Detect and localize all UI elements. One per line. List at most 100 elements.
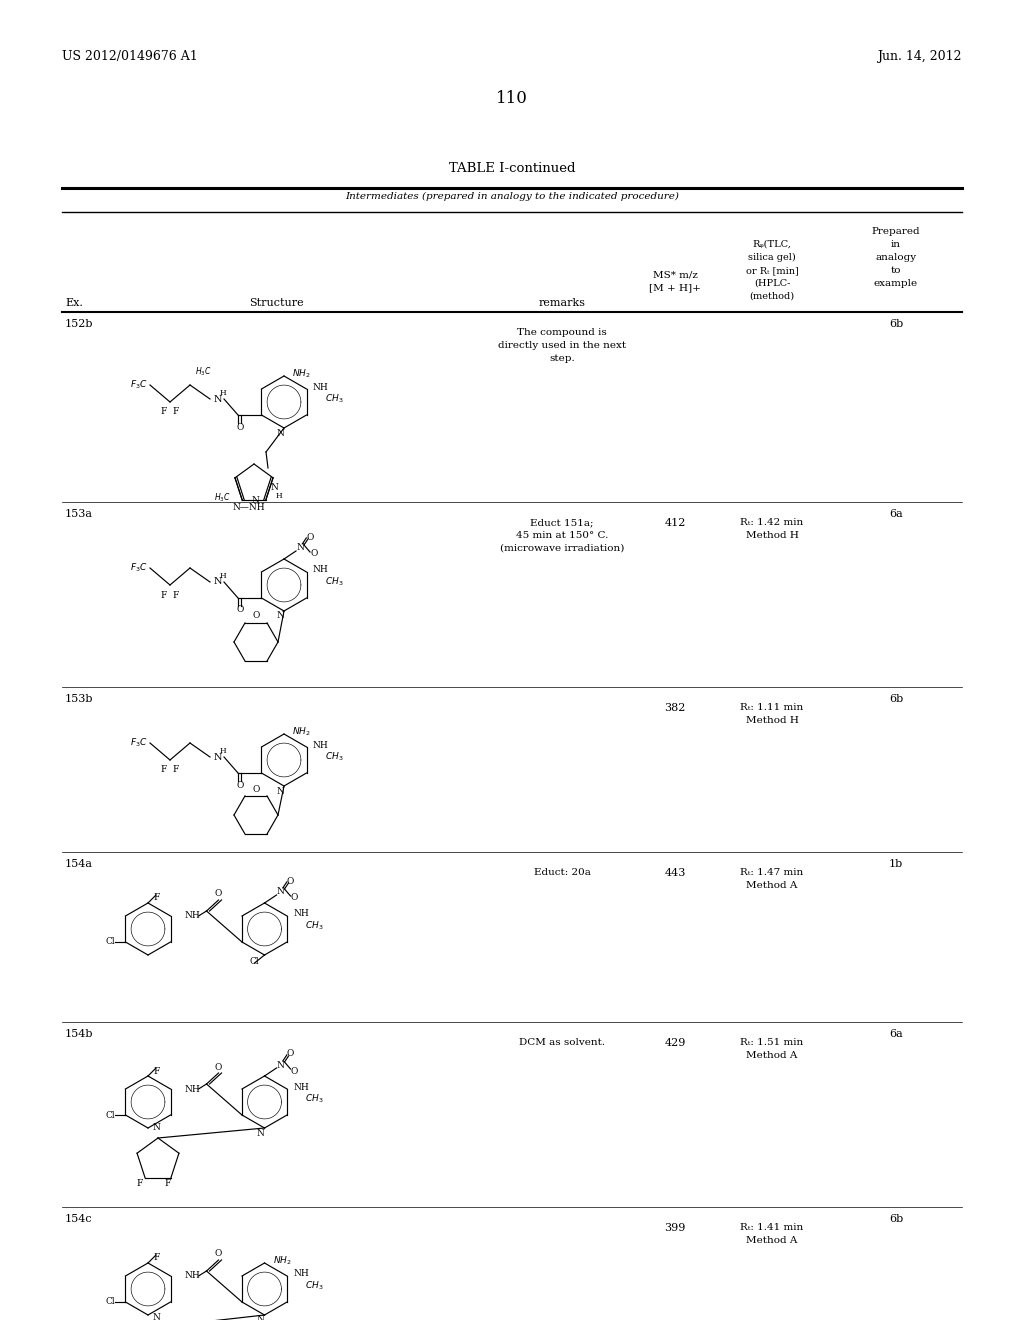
Text: NH: NH (184, 912, 201, 920)
Text: 152b: 152b (65, 319, 93, 329)
Text: Rₜ: 1.11 min: Rₜ: 1.11 min (740, 704, 804, 711)
Text: O: O (291, 1067, 298, 1076)
Text: 6b: 6b (889, 694, 903, 704)
Text: 6b: 6b (889, 319, 903, 329)
Text: 443: 443 (665, 869, 686, 878)
Text: NH: NH (293, 1082, 309, 1092)
Text: NH: NH (184, 1085, 201, 1093)
Text: O: O (215, 1250, 222, 1258)
Text: NH: NH (293, 909, 309, 919)
Text: silica gel): silica gel) (749, 253, 796, 263)
Text: N: N (214, 752, 222, 762)
Text: 153b: 153b (65, 694, 93, 704)
Text: $NH_2$: $NH_2$ (292, 726, 311, 738)
Text: 399: 399 (665, 1224, 686, 1233)
Text: N: N (276, 611, 284, 620)
Text: Method H: Method H (745, 531, 799, 540)
Text: Educt 151a;: Educt 151a; (530, 517, 594, 527)
Text: O: O (215, 1063, 222, 1072)
Text: example: example (873, 279, 919, 288)
Text: 6a: 6a (889, 510, 903, 519)
Text: $CH_3$: $CH_3$ (325, 393, 343, 405)
Text: 429: 429 (665, 1038, 686, 1048)
Text: F: F (173, 408, 179, 417)
Text: (HPLC-: (HPLC- (754, 279, 791, 288)
Text: DCM as solvent.: DCM as solvent. (519, 1038, 605, 1047)
Text: O: O (237, 780, 244, 789)
Text: N: N (276, 787, 284, 796)
Text: (microwave irradiation): (microwave irradiation) (500, 544, 625, 553)
Text: 382: 382 (665, 704, 686, 713)
Text: 110: 110 (496, 90, 528, 107)
Text: O: O (215, 890, 222, 899)
Text: Rₜ: 1.42 min: Rₜ: 1.42 min (740, 517, 804, 527)
Text: Educt: 20a: Educt: 20a (534, 869, 591, 876)
Text: $CH_3$: $CH_3$ (305, 1280, 324, 1292)
Text: US 2012/0149676 A1: US 2012/0149676 A1 (62, 50, 198, 63)
Text: Rₜ: 1.41 min: Rₜ: 1.41 min (740, 1224, 804, 1232)
Text: Jun. 14, 2012: Jun. 14, 2012 (878, 50, 962, 63)
Text: N: N (276, 887, 285, 896)
Text: F: F (173, 590, 179, 599)
Text: 45 min at 150° C.: 45 min at 150° C. (516, 531, 608, 540)
Text: Prepared: Prepared (871, 227, 921, 236)
Text: The compound is: The compound is (517, 327, 607, 337)
Text: MS* m/z: MS* m/z (652, 271, 697, 279)
Text: NH: NH (184, 1271, 201, 1280)
Text: F: F (153, 1254, 160, 1262)
Text: N—NH: N—NH (232, 503, 265, 512)
Text: analogy: analogy (876, 253, 916, 261)
Text: 153a: 153a (65, 510, 93, 519)
Text: Rₜ: 1.51 min: Rₜ: 1.51 min (740, 1038, 804, 1047)
Text: O: O (252, 784, 260, 793)
Text: $CH_3$: $CH_3$ (325, 751, 343, 763)
Text: $F_3C$: $F_3C$ (130, 562, 148, 574)
Text: $F_3C$: $F_3C$ (130, 379, 148, 391)
Text: $CH_3$: $CH_3$ (325, 576, 343, 589)
Text: O: O (310, 549, 317, 558)
Text: O: O (291, 894, 298, 903)
Text: O: O (287, 1049, 294, 1059)
Text: N: N (257, 1129, 264, 1138)
Text: Structure: Structure (249, 298, 303, 308)
Text: Method A: Method A (746, 880, 798, 890)
Text: NH: NH (312, 565, 329, 574)
Text: to: to (891, 267, 901, 275)
Text: NH: NH (312, 741, 329, 750)
Text: [M + H]+: [M + H]+ (649, 282, 701, 292)
Text: 412: 412 (665, 517, 686, 528)
Text: $NH_2$: $NH_2$ (292, 368, 311, 380)
Text: 154b: 154b (65, 1030, 93, 1039)
Text: or Rₜ [min]: or Rₜ [min] (745, 267, 799, 275)
Text: F: F (137, 1180, 143, 1188)
Text: $F_3C$: $F_3C$ (130, 737, 148, 750)
Text: O: O (237, 606, 244, 615)
Text: in: in (891, 240, 901, 249)
Text: N: N (214, 578, 222, 586)
Text: H: H (220, 389, 226, 397)
Text: O: O (287, 876, 294, 886)
Text: F: F (161, 408, 167, 417)
Text: F: F (153, 1067, 160, 1076)
Text: 1b: 1b (889, 859, 903, 869)
Text: N: N (270, 483, 278, 492)
Text: Ex.: Ex. (65, 298, 83, 308)
Text: N: N (276, 429, 284, 438)
Text: 6b: 6b (889, 1214, 903, 1224)
Text: $NH_2$: $NH_2$ (272, 1255, 292, 1267)
Text: F: F (153, 894, 160, 903)
Text: H: H (220, 747, 226, 755)
Text: F: F (165, 1180, 171, 1188)
Text: $CH_3$: $CH_3$ (305, 920, 324, 932)
Text: N: N (252, 496, 260, 504)
Text: F: F (161, 766, 167, 775)
Text: Cl: Cl (105, 1298, 116, 1307)
Text: Cl: Cl (105, 937, 116, 946)
Text: O: O (306, 532, 313, 541)
Text: Cl: Cl (105, 1110, 116, 1119)
Text: (method): (method) (750, 292, 795, 301)
Text: NH: NH (293, 1270, 309, 1279)
Text: 6a: 6a (889, 1030, 903, 1039)
Text: N: N (276, 1060, 285, 1069)
Text: F: F (173, 766, 179, 775)
